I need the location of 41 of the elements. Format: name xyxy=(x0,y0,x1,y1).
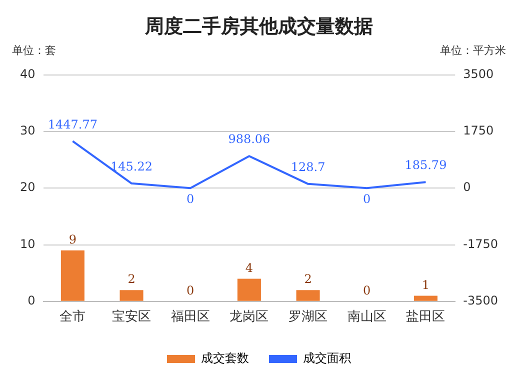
y2-axis-title: 单位：平方米 xyxy=(440,44,506,58)
x-tick-label: 宝安区 xyxy=(112,308,152,325)
x-tick-label: 福田区 xyxy=(170,310,210,325)
chart-title: 周度二手房其他成交量数据 xyxy=(144,15,373,38)
x-tick-label: 盐田区 xyxy=(406,310,446,325)
y-tick-label: 10 xyxy=(20,236,36,251)
y2-tick-label: -1750 xyxy=(463,236,498,251)
bar xyxy=(120,290,144,301)
data-label: 0 xyxy=(363,284,371,298)
y2-tick-label: 3500 xyxy=(463,66,494,81)
data-label: 0 xyxy=(186,284,194,298)
bar xyxy=(237,278,261,301)
y-tick-label: 20 xyxy=(20,180,36,194)
data-label: 1447.77 xyxy=(48,117,98,132)
data-label: 2 xyxy=(304,272,312,286)
data-label: 2 xyxy=(128,272,136,286)
data-label: 4 xyxy=(245,260,254,275)
legend-label: 成交面积 xyxy=(303,351,351,366)
bar xyxy=(296,290,320,301)
data-label: 145.22 xyxy=(110,160,153,174)
bar xyxy=(414,296,438,301)
legend-label: 成交套数 xyxy=(201,351,249,366)
x-tick-label: 龙岗区 xyxy=(230,310,269,325)
data-label: 185.79 xyxy=(404,158,447,172)
data-label: 0 xyxy=(186,192,194,206)
y-tick-label: 0 xyxy=(28,294,36,308)
x-tick-label: 全市 xyxy=(60,310,86,325)
data-label: 9 xyxy=(68,232,77,247)
x-tick-label: 南山区 xyxy=(347,310,386,325)
y2-tick-label: 0 xyxy=(463,180,471,194)
data-label: 128.7 xyxy=(290,160,326,174)
y-axis-title: 单位：套 xyxy=(12,44,56,58)
bar xyxy=(60,250,84,301)
y-tick-label: 40 xyxy=(20,66,36,81)
y2-tick-label: -3500 xyxy=(463,294,498,308)
x-tick-label: 罗湖区 xyxy=(288,310,328,325)
data-label: 1 xyxy=(422,278,430,292)
y-tick-label: 30 xyxy=(20,124,36,138)
y2-tick-label: 1750 xyxy=(463,124,494,138)
data-label: 988.06 xyxy=(228,132,270,146)
data-label: 0 xyxy=(363,192,371,206)
